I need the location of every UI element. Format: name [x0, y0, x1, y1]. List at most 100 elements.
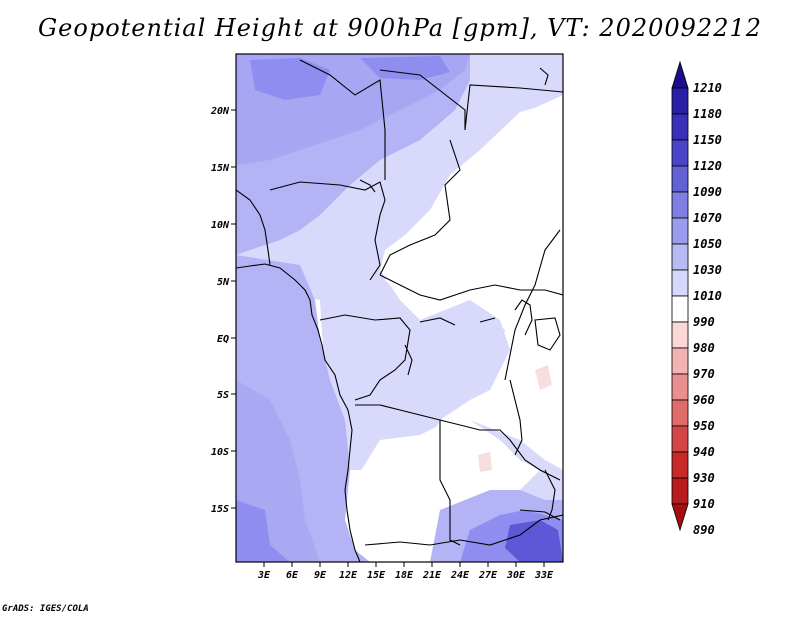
- colorbar-segment: [671, 451, 689, 479]
- lat-tick: 10N: [211, 220, 236, 231]
- lon-label-18e: 18E: [395, 570, 414, 581]
- longitude-axis: 3E 6E 9E 12E 15E 18E 21E 24E 27E 30E 33E: [257, 562, 554, 581]
- lon-tick: 12E: [339, 562, 358, 581]
- lat-tick: EQ: [217, 334, 236, 345]
- colorbar-level-label: 1030: [693, 263, 722, 277]
- colorbar-segment: [671, 347, 689, 375]
- colorbar-level-label: 940: [693, 445, 715, 459]
- pink-anomaly-lakes: [535, 365, 552, 390]
- colorbar-level-label: 910: [693, 497, 715, 511]
- colorbar-level-label: 1180: [693, 107, 722, 121]
- colorbar-segment: [671, 295, 689, 323]
- latitude-axis: 20N 15N 10N 5N EQ 5S 10S 15S: [210, 106, 236, 515]
- lat-label-5s: 5S: [217, 390, 229, 401]
- lon-tick: 21E: [422, 562, 442, 581]
- colorbar-level-label: 990: [693, 315, 715, 329]
- west-africa-border: [236, 189, 271, 266]
- colorbar-segment: [671, 399, 689, 427]
- coastlines-borders: [236, 59, 563, 562]
- congo-border: [319, 314, 411, 401]
- colorbar-level-label: 1120: [693, 159, 722, 173]
- strong-blue-north: [360, 56, 450, 80]
- colorbar-segment: [671, 321, 689, 349]
- sahel-border: [269, 181, 386, 281]
- libya-egypt-border: [379, 69, 563, 131]
- lat-label-20n: 20N: [210, 106, 230, 117]
- lon-label-24e: 24E: [450, 570, 470, 581]
- sahara-border: [299, 59, 386, 180]
- colorbar-level-label: 930: [693, 471, 715, 485]
- lon-tick: 9E: [314, 562, 327, 581]
- pink-anomaly-south: [478, 452, 492, 472]
- lon-label-6e: 6E: [286, 570, 299, 581]
- grads-credit: GrADS: IGES/COLA: [2, 604, 89, 614]
- zambia-border: [439, 419, 561, 481]
- lon-tick: 24E: [450, 562, 470, 581]
- map-title: Geopotential Height at 900hPa [gpm], VT:…: [38, 14, 762, 42]
- colorbar: 1210 1180 1150 1120 1090 1070 1050 1030 1010 990 9…: [671, 60, 722, 537]
- congo-river-c: [479, 317, 496, 323]
- colorbar-segment: [671, 269, 689, 297]
- colorbar-segment: [671, 87, 689, 115]
- lat-label-eq: EQ: [217, 334, 229, 345]
- lon-label-3e: 3E: [257, 570, 271, 581]
- lake-tanganyika: [509, 379, 523, 456]
- car-border: [379, 274, 563, 301]
- lat-label-15n: 15N: [211, 163, 230, 174]
- colorbar-bottom-arrow: [671, 503, 689, 532]
- lon-tick: 33E: [534, 562, 554, 581]
- colorbar-level-label: 1070: [693, 211, 722, 225]
- lat-tick: 20N: [210, 106, 236, 117]
- lat-tick: 5N: [217, 277, 236, 288]
- colorbar-segment: [671, 243, 689, 271]
- east-africa-border: [504, 229, 561, 381]
- lake-albert: [514, 299, 533, 336]
- colorbar-level-label: 890: [693, 523, 715, 537]
- colorbar-segment: [671, 191, 689, 219]
- southern-border: [364, 514, 563, 546]
- colorbar-segment: [671, 139, 689, 167]
- colorbar-level-label: 1050: [693, 237, 722, 251]
- lon-label-21e: 21E: [422, 570, 442, 581]
- congo-river-b: [404, 344, 413, 376]
- colorbar-level-label: 980: [693, 341, 715, 355]
- colorbar-top-arrow: [671, 60, 689, 89]
- lake-chad: [359, 179, 376, 193]
- height-field: [236, 54, 563, 562]
- max-blue-southeast: [505, 520, 563, 562]
- lat-tick: 15S: [211, 504, 236, 515]
- nile-delta: [539, 67, 549, 86]
- colorbar-segment: [671, 113, 689, 141]
- map-frame: [235, 53, 564, 563]
- lon-label-9e: 9E: [314, 570, 327, 581]
- chad-sudan-border: [379, 139, 461, 276]
- lon-label-33e: 33E: [534, 570, 554, 581]
- lon-label-30e: 30E: [506, 570, 526, 581]
- pale-blue-congo: [415, 310, 505, 400]
- colorbar-level-label: 1210: [693, 81, 722, 95]
- pale-blue-north-strip: [470, 54, 530, 110]
- strong-blue-southwest: [236, 500, 290, 562]
- lon-label-15e: 15E: [367, 570, 386, 581]
- congo-river-a: [419, 317, 456, 326]
- strong-blue-northwest: [250, 58, 330, 100]
- lat-label-10s: 10S: [211, 447, 229, 458]
- colorbar-level-label: 1010: [693, 289, 722, 303]
- lon-tick: 27E: [478, 562, 498, 581]
- lon-tick: 3E: [257, 562, 271, 581]
- colorbar-level-label: 1090: [693, 185, 722, 199]
- lon-tick: 15E: [367, 562, 386, 581]
- lon-label-27e: 27E: [478, 570, 498, 581]
- colorbar-segment: [671, 477, 689, 505]
- lat-tick: 5S: [217, 390, 236, 401]
- colorbar-level-label: 970: [693, 367, 715, 381]
- west-coastline: [236, 263, 361, 562]
- lon-tick: 18E: [395, 562, 414, 581]
- white-interior-south: [355, 420, 540, 550]
- colorbar-segment: [671, 373, 689, 401]
- zambezi: [519, 509, 561, 521]
- lon-label-12e: 12E: [339, 570, 358, 581]
- colorbar-level-label: 950: [693, 419, 715, 433]
- colorbar-level-label: 960: [693, 393, 715, 407]
